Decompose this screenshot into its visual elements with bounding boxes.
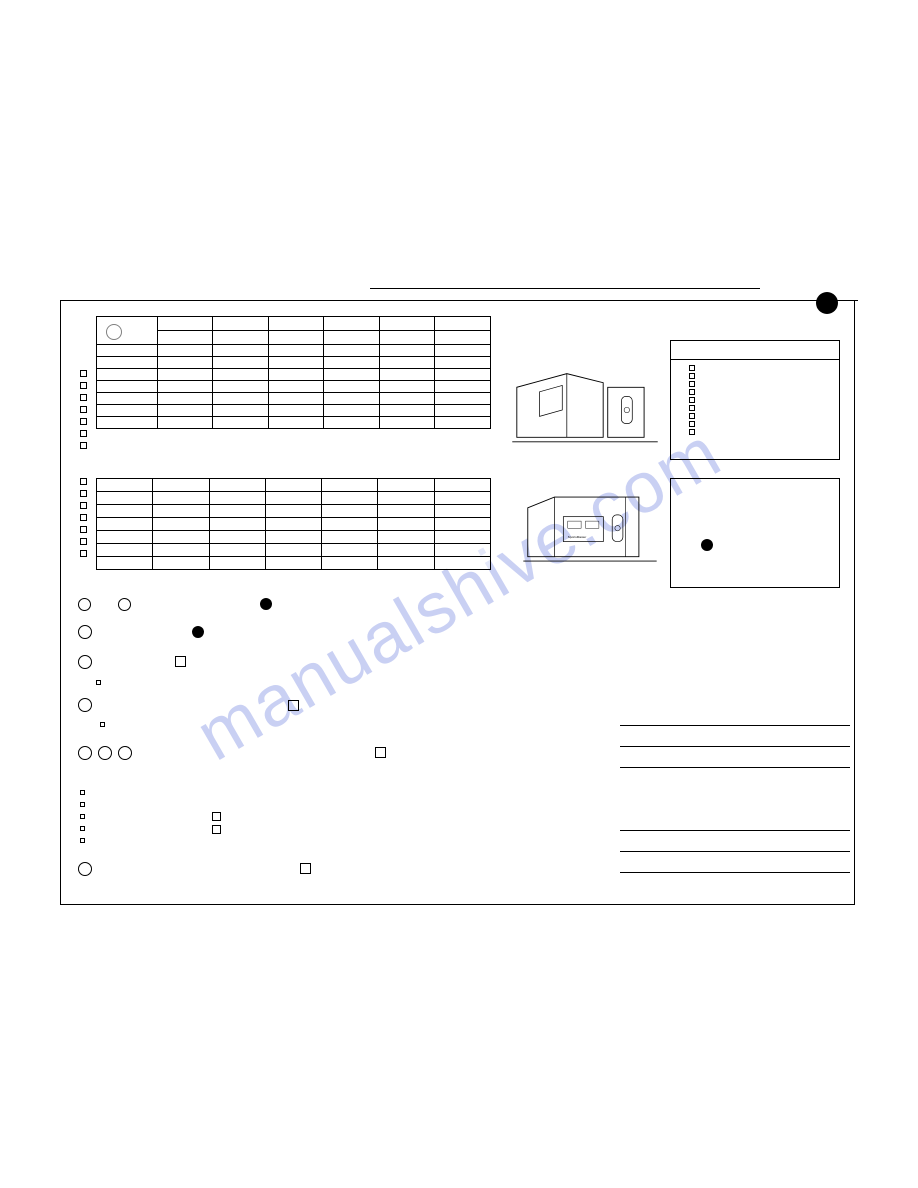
checkbox-icon[interactable] [80,418,87,425]
checkbox-icon[interactable] [80,370,87,377]
checkbox-icon[interactable] [80,406,87,413]
note-line [620,725,850,726]
small-square-marker [96,680,101,685]
table-row [97,531,491,544]
small-square-marker [80,802,85,807]
checkbox-icon[interactable] [689,397,695,403]
circle-marker [118,598,131,611]
header-rule [370,288,760,289]
data-table-2 [96,478,491,570]
notes-lines-group-2 [620,830,850,893]
note-line [620,872,850,873]
checkbox-column-right [689,365,695,437]
table-row [97,505,491,518]
checkbox-icon[interactable] [80,478,87,485]
bullet-dot-icon [192,626,204,638]
circle-marker [78,625,92,639]
table-row [97,492,491,505]
checkbox-icon[interactable] [689,421,695,427]
header-rule-right [825,300,858,301]
checkbox-icon[interactable] [689,381,695,387]
checkbox-icon[interactable] [689,365,695,371]
checkbox-icon[interactable] [80,514,87,521]
data-table-1 [96,316,491,429]
table-row [97,369,491,381]
checkbox-icon[interactable] [80,538,87,545]
checkbox-icon[interactable] [80,394,87,401]
table-row [97,557,491,570]
square-marker [375,747,386,758]
header-section-dot [816,292,838,314]
circle-marker [78,598,91,611]
checkbox-icon[interactable] [80,502,87,509]
checkbox-icon[interactable] [80,382,87,389]
options-panel-2 [670,478,840,588]
bullet-dot-icon [260,598,272,610]
checkbox-icon[interactable] [689,413,695,419]
checkbox-icon[interactable] [80,442,87,449]
small-square-marker [80,838,85,843]
table-row [97,405,491,417]
circle-marker [98,746,112,760]
circle-marker [118,746,132,760]
table-row [97,381,491,393]
square-marker [175,656,186,667]
checkbox-icon[interactable] [80,550,87,557]
note-line [620,767,850,768]
note-line [620,851,850,852]
checkbox-column-2 [80,478,87,562]
options-panel-1 [670,340,840,460]
circle-marker [78,862,92,876]
brand-label: SportsMaster [568,535,587,539]
square-marker [212,825,221,834]
small-square-marker [100,722,105,727]
annotation-dot-icon [701,539,713,551]
table-row [97,345,491,357]
circle-marker [78,655,92,669]
table-row [97,317,491,331]
dispenser-diagram [510,360,660,460]
checkbox-column-1 [80,370,87,454]
square-marker [288,700,299,711]
table-row [97,518,491,531]
checkbox-icon[interactable] [689,389,695,395]
checkbox-icon[interactable] [689,405,695,411]
table-row [97,357,491,369]
table-row [97,544,491,557]
note-line [620,830,850,831]
small-square-marker [80,814,85,819]
checkbox-icon[interactable] [80,490,87,497]
table-row [97,479,491,492]
table-row [97,393,491,405]
square-marker [300,863,311,874]
small-square-marker [80,790,85,795]
control-panel-diagram: SportsMaster [520,490,660,570]
checkbox-icon[interactable] [689,429,695,435]
notes-lines-group-1 [620,725,850,788]
small-square-marker [80,826,85,831]
checkbox-icon[interactable] [689,373,695,379]
table-row [97,417,491,429]
checkbox-icon[interactable] [80,526,87,533]
note-line [620,746,850,747]
circle-marker [78,746,92,760]
circle-marker [78,698,92,712]
square-marker [212,812,221,821]
checkbox-icon[interactable] [80,430,87,437]
panel-divider [671,359,839,360]
